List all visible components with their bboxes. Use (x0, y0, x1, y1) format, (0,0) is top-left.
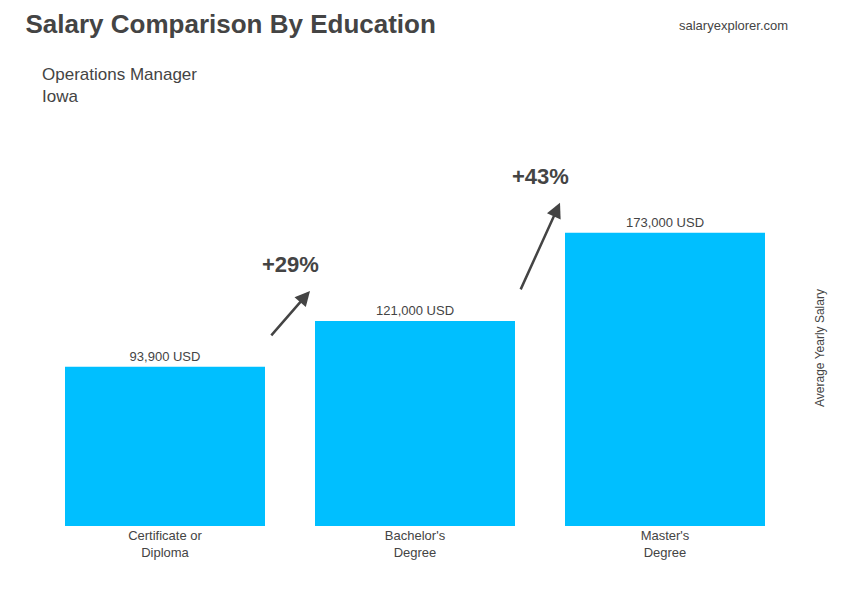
svg-text:93,900 USD: 93,900 USD (130, 349, 201, 364)
svg-text:Salary Comparison By Education: Salary Comparison By Education (26, 9, 436, 39)
svg-text:+29%: +29% (262, 252, 319, 277)
svg-text:121,000 USD: 121,000 USD (376, 303, 454, 318)
svg-text:Certificate orDiploma: Certificate orDiploma (128, 528, 202, 560)
svg-text:Operations ManagerIowa: Operations ManagerIowa (42, 65, 197, 106)
svg-text:Average Yearly Salary: Average Yearly Salary (813, 289, 827, 407)
svg-text:173,000 USD: 173,000 USD (626, 215, 704, 230)
svg-text:+43%: +43% (512, 164, 569, 189)
svg-text:Bachelor'sDegree: Bachelor'sDegree (385, 528, 446, 560)
svg-text:salaryexplorer.com: salaryexplorer.com (679, 18, 788, 33)
svg-text:Master'sDegree: Master'sDegree (641, 528, 690, 560)
